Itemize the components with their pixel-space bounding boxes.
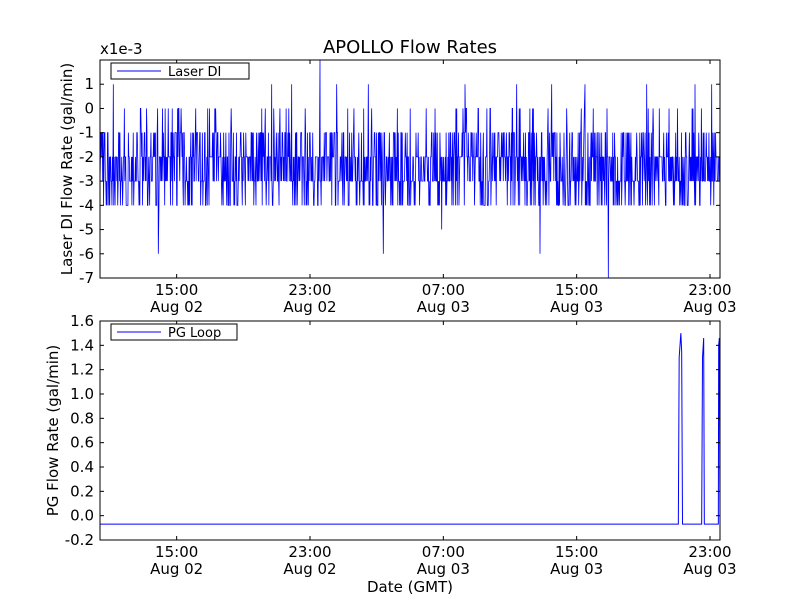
- x-tick-label-date: Aug 03: [417, 298, 470, 316]
- y-tick-label: 1: [84, 75, 94, 93]
- y-tick-label: 0.4: [70, 458, 94, 476]
- y-tick-label: -3: [79, 172, 94, 190]
- y-tick-label: 1.2: [70, 361, 94, 379]
- y-tick-label: -2: [79, 148, 94, 166]
- y-tick-label: 0.6: [70, 434, 94, 452]
- series-line-pg-loop: [100, 333, 720, 525]
- y-axis-label: Laser DI Flow Rate (gal/min): [58, 63, 76, 275]
- x-tick-label-time: 15:00: [155, 281, 198, 299]
- legend-label: PG Loop: [168, 326, 221, 341]
- x-tick-label-time: 15:00: [155, 543, 198, 561]
- y-tick-label: 0.2: [70, 482, 94, 500]
- x-tick-label-time: 15:00: [555, 281, 598, 299]
- x-tick-label-date: Aug 03: [683, 298, 736, 316]
- x-tick-label-time: 15:00: [555, 543, 598, 561]
- y-tick-label: 0.0: [70, 507, 94, 525]
- y-tick-label: -7: [79, 269, 94, 287]
- x-tick-label-time: 23:00: [688, 281, 731, 299]
- x-tick-label-time: 07:00: [422, 543, 465, 561]
- chart-title: APOLLO Flow Rates: [323, 37, 497, 58]
- x-tick-label-time: 23:00: [288, 281, 331, 299]
- y-tick-label: -1: [79, 124, 94, 142]
- x-tick-label-date: Aug 02: [283, 560, 336, 578]
- legend-box: [110, 323, 238, 341]
- plot-frame: [99, 320, 721, 541]
- bottom-panel: -0.20.00.20.40.60.81.01.21.41.615:00Aug …: [44, 312, 737, 596]
- x-tick-label-date: Aug 02: [150, 560, 203, 578]
- y-tick-label: 1.0: [70, 385, 94, 403]
- y-tick-label: 0: [84, 99, 94, 117]
- x-tick-label-date: Aug 03: [683, 560, 736, 578]
- x-axis-label: Date (GMT): [367, 578, 453, 596]
- x-tick-label-date: Aug 02: [150, 298, 203, 316]
- series-line-laser-di: [100, 60, 720, 278]
- y-tick-label: 1.6: [70, 312, 94, 330]
- y-tick-label: -5: [79, 221, 94, 239]
- y-tick-label: -0.2: [65, 531, 94, 549]
- x-tick-label-date: Aug 02: [283, 298, 336, 316]
- plot-area: [100, 333, 720, 525]
- y-multiplier-label: x1e-3: [100, 40, 143, 58]
- x-tick-label-time: 23:00: [688, 543, 731, 561]
- y-axis-label: PG Flow Rate (gal/min): [44, 345, 62, 517]
- y-tick-label: -6: [79, 245, 94, 263]
- x-tick-label-date: Aug 03: [417, 560, 470, 578]
- legend-box: [110, 62, 250, 80]
- plot-area: [100, 60, 720, 278]
- x-tick-label-date: Aug 03: [550, 560, 603, 578]
- y-tick-label: 0.8: [70, 409, 94, 427]
- y-tick-label: -4: [79, 196, 94, 214]
- x-tick-label-date: Aug 03: [550, 298, 603, 316]
- x-tick-label-time: 07:00: [422, 281, 465, 299]
- plot-frame: [99, 59, 721, 279]
- y-tick-label: 1.4: [70, 336, 94, 354]
- legend-label: Laser DI: [168, 65, 221, 80]
- x-tick-label-time: 23:00: [288, 543, 331, 561]
